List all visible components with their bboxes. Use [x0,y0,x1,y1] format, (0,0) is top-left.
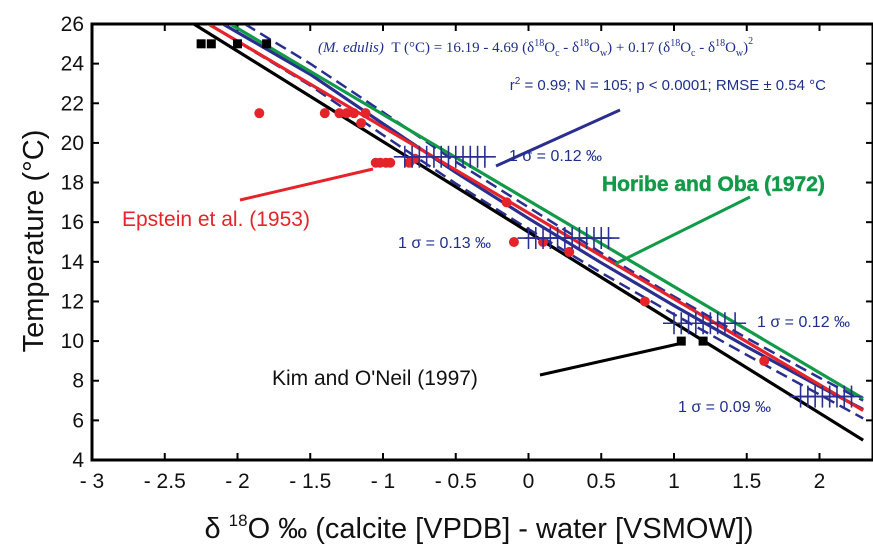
m-edulis-data-10-9-c-point [724,312,747,335]
y-tick-label: 8 [72,370,84,393]
equation-line-1: (M. edulis) T (°C) = 16.19 - 4.69 (δ18Oc… [318,36,753,59]
y-tick-label: 12 [61,290,84,313]
x-tick-label: - 1.5 [289,470,331,493]
pointer-horibe [614,195,751,266]
sigma-label-2: 1 σ = 0.13 ‰ [398,235,491,252]
x-tick-label: - 0.5 [435,470,477,493]
x-tick-label: 2 [814,470,826,493]
x-tick-label: 1 [668,470,680,493]
label-kim: Kim and O'Neil (1997) [272,367,478,390]
m-edulis-data-15-2-c-point [597,227,620,250]
label-epstein: Epstein et al. (1953) [122,208,310,231]
y-tick-label: 24 [61,53,85,76]
x-axis-title-sup: 18 [229,511,248,530]
epstein-et-al-1953-data-point [341,108,352,119]
equation-name: (M. edulis) [318,40,384,56]
y-axis-title: Temperature (°C) [18,130,50,353]
pointer-epstein [239,167,374,202]
label-horibe: Horibe and Oba (1972) [602,173,825,196]
sigma-label-4: 1 σ = 0.09 ‰ [678,399,771,416]
axis-ticks: - 3- 2.5- 2- 1.5- 1- 0.5 0 0.5 1 1.5 24681012… [61,13,873,493]
y-tick-label: 20 [61,132,84,155]
y-tick-label: 10 [61,330,84,353]
x-tick-label: 0 [523,470,535,493]
x-axis-title: δ 18O ‰ (calcite [VPDB] - water [VSMOW]) [204,511,753,545]
y-tick-label: 18 [61,172,84,195]
x-tick-label: 0.5 [587,470,616,493]
series-points [196,39,863,408]
x-tick-label: - 1 [371,470,396,493]
epstein-et-al-1953-data-point [319,108,330,119]
m-edulis-data-7-2-c-point [840,385,863,408]
y-tick-label: 22 [61,92,84,115]
sigma-label-1: 1 σ = 0.12 ‰ [509,148,602,165]
horibe-and-oba-1972-line [229,25,864,400]
equation-pointer [495,108,621,168]
y-tick-label: 26 [61,13,84,36]
y-tick-label: 6 [72,409,84,432]
y-tick-label: 4 [72,449,84,472]
y-tick-label: 16 [61,211,84,234]
epstein-et-al-1953-data-point [254,108,265,119]
kim-and-o-neil-1997-data-point [233,39,242,49]
epstein-et-al-1953-data-point [501,197,512,208]
epstein-et-al-1953-data-point [385,157,396,168]
kim-and-o-neil-1997-data-point [206,39,216,49]
epstein-et-al-1953-data-point [356,118,367,129]
epstein-et-al-1953-data-point [759,355,770,366]
epstein-et-al-1953-data-point [564,246,575,257]
x-tick-label: - 3 [80,470,105,493]
epstein-et-al-1953-line [207,25,864,412]
kim-and-o-neil-1997-data-point [676,336,686,346]
kim-and-o-neil-1997-data-point [196,39,206,49]
kim-and-o-neil-1997-data-point [262,39,272,49]
x-tick-label: 1.5 [732,470,761,493]
x-tick-label: - 2.5 [144,470,186,493]
plot-frame [90,22,873,462]
kim-and-o-neil-1997-data-point [698,336,708,346]
equation-lead: T (°C) = 16.19 - 4.69 (δ [391,40,534,56]
x-axis-title-delta: δ [204,513,228,545]
epstein-et-al-1953-data-point [508,237,519,247]
x-axis-title-rest: O ‰ (calcite [VPDB] - water [VSMOW]) [248,513,754,545]
x-tick-label: - 2 [225,470,250,493]
pointer-kim [539,342,679,377]
sigma-label-3: 1 σ = 0.12 ‰ [757,314,850,331]
epstein-et-al-1953-data-point [334,108,345,119]
epstein-et-al-1953-data-point [348,108,359,119]
epstein-et-al-1953-data-point [360,108,371,119]
epstein-et-al-1953-data-point [639,296,650,307]
m-edulis-data-19-3-c-point [473,145,496,168]
equation-stats: r2 = 0.99; N = 105; p < 0.0001; RMSE ± 0… [510,76,826,94]
y-tick-label: 14 [61,251,85,274]
